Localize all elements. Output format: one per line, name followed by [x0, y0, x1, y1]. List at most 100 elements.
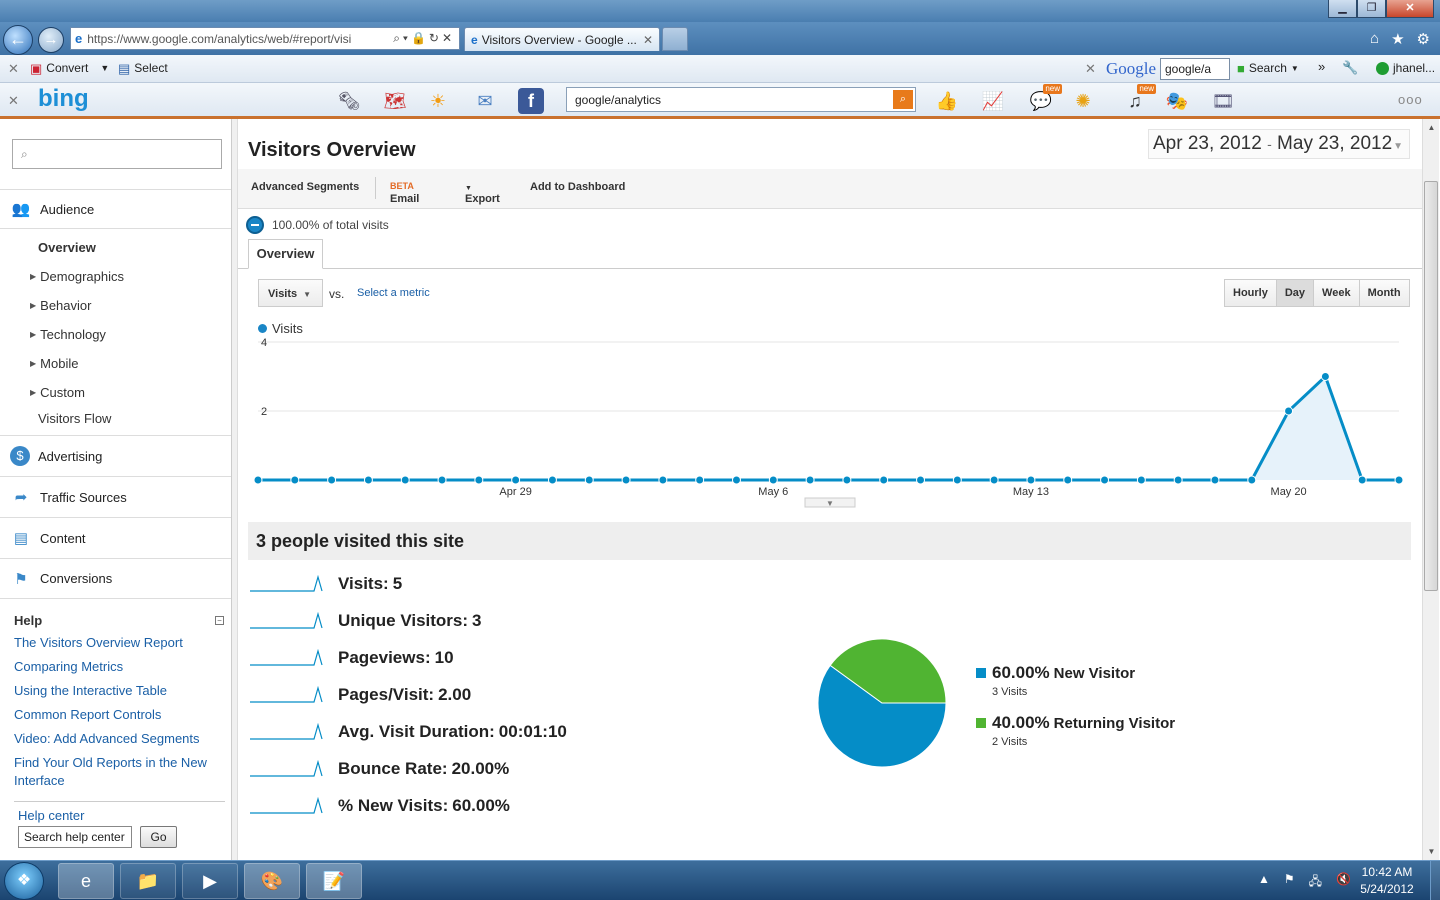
nav-conversions[interactable]: ⚑ Conversions — [0, 558, 231, 599]
tab-overview[interactable]: Overview — [248, 239, 323, 269]
nav-content[interactable]: ▤ Content — [0, 517, 231, 558]
data-point[interactable] — [1247, 475, 1257, 485]
help-link[interactable]: Using the Interactive Table — [14, 683, 167, 698]
data-point[interactable] — [1320, 372, 1330, 381]
data-point[interactable] — [842, 475, 852, 485]
action-center-flag-icon[interactable]: ⚑ — [1283, 872, 1295, 886]
nav-advertising[interactable]: $ Advertising — [0, 435, 231, 476]
more-options-icon[interactable]: ooo — [1398, 92, 1423, 107]
sparkline[interactable] — [250, 797, 324, 815]
music-icon[interactable]: ♫ new — [1128, 84, 1156, 111]
sparkline[interactable] — [250, 649, 324, 667]
help-center-link[interactable]: Help center — [18, 808, 85, 823]
network-icon[interactable]: 🖧 — [1308, 874, 1323, 888]
nav-traffic-sources[interactable]: ➦ Traffic Sources — [0, 476, 231, 517]
sparkline[interactable] — [250, 760, 324, 778]
maximize-button[interactable]: ❐ — [1357, 0, 1386, 18]
data-point[interactable] — [253, 475, 263, 485]
help-link[interactable]: The Visitors Overview Report — [14, 635, 183, 650]
data-point[interactable] — [584, 475, 594, 485]
help-search-input[interactable]: Search help center — [18, 826, 132, 848]
close-bing-toolbar-icon[interactable]: ✕ — [8, 93, 19, 108]
visitor-type-pie[interactable] — [816, 637, 948, 769]
wrench-icon[interactable]: 🔧 — [1342, 60, 1359, 75]
address-bar[interactable]: e https://www.google.com/analytics/web/#… — [70, 27, 460, 50]
export-button[interactable]: Export ▼ — [465, 181, 500, 205]
mail-icon[interactable]: ✉ — [477, 91, 493, 111]
video-icon[interactable]: 🎞 — [1211, 91, 1235, 111]
back-button[interactable]: ← — [3, 25, 33, 55]
nav-visitors-flow[interactable]: Visitors Flow — [38, 411, 112, 426]
data-point[interactable] — [511, 475, 521, 485]
data-point[interactable] — [1063, 475, 1073, 485]
show-desktop-button[interactable] — [1430, 861, 1440, 900]
nav-demographics[interactable]: ▶ Demographics — [30, 269, 124, 284]
advanced-segments-button[interactable]: Advanced Segments — [251, 181, 360, 193]
data-point[interactable] — [474, 475, 484, 485]
sparkline[interactable] — [250, 723, 324, 741]
data-point[interactable] — [731, 475, 741, 485]
nav-overview[interactable]: Overview — [38, 240, 96, 255]
data-point[interactable] — [1136, 475, 1146, 485]
bing-search-input[interactable]: google/analytics ⌕ — [566, 87, 916, 112]
minimize-button[interactable]: ▁ — [1328, 0, 1357, 18]
facebook-icon[interactable]: f — [518, 88, 544, 114]
visits-line-chart[interactable]: 4 2 Apr 29 May 6 May 13 May 20 ▼ — [248, 337, 1403, 512]
bing-search-icon[interactable]: ⌕ — [893, 90, 913, 109]
data-point[interactable] — [1357, 475, 1367, 485]
weather-sun-icon[interactable]: ☀ — [429, 91, 447, 111]
help-link[interactable]: Video: Add Advanced Segments — [14, 731, 200, 746]
browser-tab[interactable]: e Visitors Overview - Google ... ✕ — [464, 27, 660, 51]
close-toolbar-icon[interactable]: ✕ — [8, 61, 19, 76]
granularity-week-button[interactable]: Week — [1313, 280, 1359, 306]
data-point[interactable] — [1394, 475, 1403, 485]
scroll-thumb[interactable] — [1424, 181, 1438, 591]
sparkline[interactable] — [250, 686, 324, 704]
data-point[interactable] — [547, 475, 557, 485]
data-point[interactable] — [1100, 475, 1110, 485]
data-point[interactable] — [989, 475, 999, 485]
games-icon[interactable]: ✺ — [1075, 91, 1091, 111]
help-link[interactable]: Comparing Metrics — [14, 659, 124, 674]
data-point[interactable] — [658, 475, 668, 485]
data-point[interactable] — [621, 475, 631, 485]
help-link[interactable]: Find Your Old Reports in the New Interfa… — [14, 755, 207, 788]
nav-audience[interactable]: 👥 Audience — [0, 189, 231, 229]
new-tab-button[interactable] — [662, 27, 688, 51]
home-icon[interactable]: ⌂ — [1370, 30, 1380, 47]
scroll-up-icon[interactable]: ▲ — [1427, 123, 1436, 132]
start-button[interactable]: ❖ — [4, 862, 44, 900]
date-range-picker[interactable]: Apr 23, 2012 - May 23, 2012 ▼ — [1148, 129, 1410, 159]
data-point[interactable] — [400, 475, 410, 485]
close-window-button[interactable]: ✕ — [1386, 0, 1434, 18]
google-search-input[interactable]: google/a — [1160, 58, 1230, 80]
scroll-down-icon[interactable]: ▼ — [1427, 847, 1436, 856]
media-player-icon[interactable]: ▶ — [182, 863, 238, 899]
user-account[interactable]: jhanel... — [1376, 61, 1435, 75]
sidebar-search-input[interactable]: ⌕ — [12, 139, 222, 169]
data-point[interactable] — [916, 475, 926, 485]
sidebar-splitter[interactable] — [232, 119, 238, 860]
data-point[interactable] — [768, 475, 778, 485]
forward-button[interactable]: → — [38, 27, 64, 53]
notepad-icon[interactable]: 📝 — [306, 863, 362, 899]
data-point[interactable] — [437, 475, 447, 485]
sparkline[interactable] — [250, 612, 324, 630]
sparkline[interactable] — [250, 575, 324, 593]
convert-button[interactable]: ▣ Convert ▼ — [30, 61, 109, 75]
pie-slice-new-visitor[interactable] — [817, 664, 947, 768]
select-metric-link[interactable]: Select a metric — [357, 287, 430, 299]
data-point[interactable] — [290, 475, 300, 485]
data-point[interactable] — [1284, 406, 1294, 416]
paint-icon[interactable]: 🎨 — [244, 863, 300, 899]
pie-slice-returning-visitor[interactable] — [829, 638, 947, 704]
data-point[interactable] — [805, 475, 815, 485]
volume-muted-icon[interactable]: 🔇 — [1336, 872, 1351, 886]
data-point[interactable] — [695, 475, 705, 485]
data-point[interactable] — [327, 475, 337, 485]
data-point[interactable] — [879, 475, 889, 485]
data-point[interactable] — [1210, 475, 1220, 485]
collapse-help-icon[interactable]: − — [215, 616, 224, 625]
chat-icon[interactable]: 💬 new — [1029, 84, 1062, 111]
data-point[interactable] — [1173, 475, 1183, 485]
